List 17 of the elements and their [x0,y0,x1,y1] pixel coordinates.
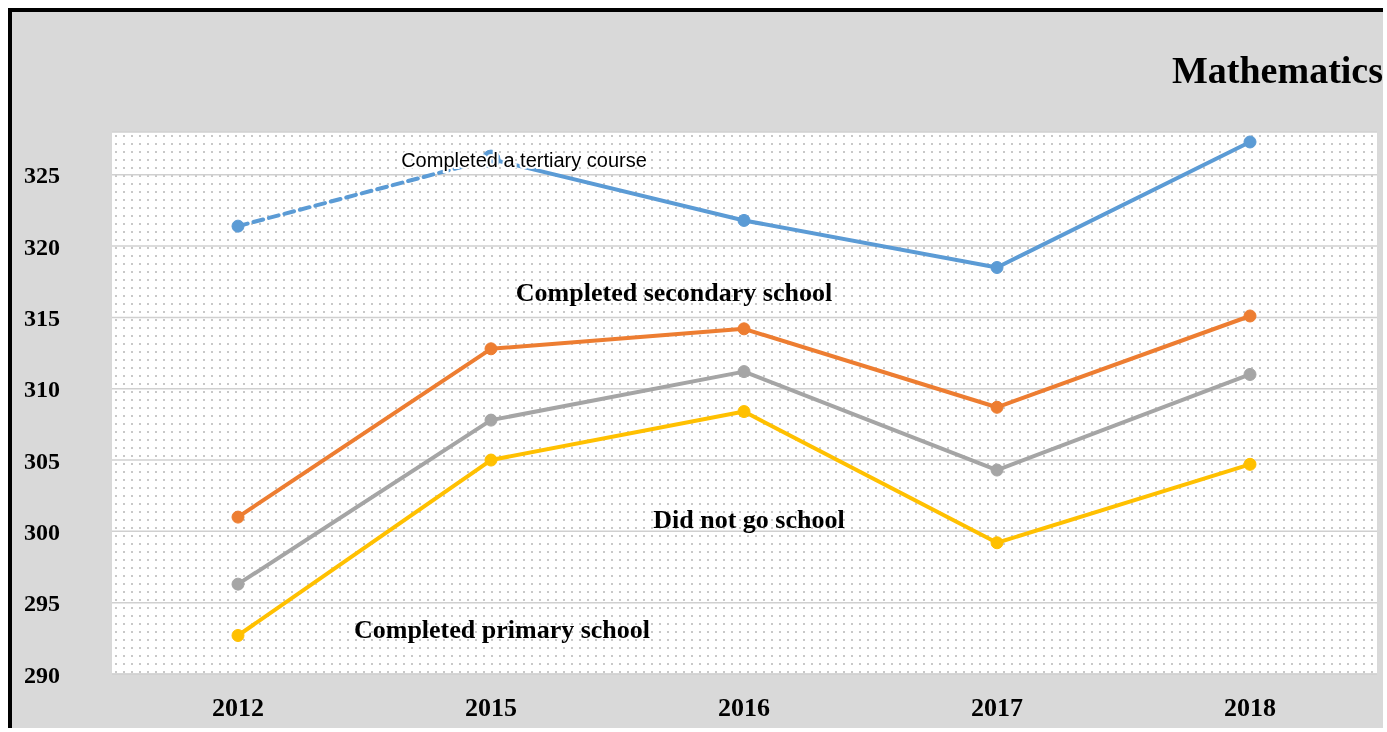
annotation: Did not go school [653,504,845,534]
y-tick-label: 295 [24,590,60,617]
chart-title: Mathematics [1171,48,1383,92]
x-tick-label: 2016 [718,693,770,723]
x-tick-label: 2017 [971,693,1023,723]
annotation: Completed primary school [353,614,651,644]
y-tick-label: 315 [24,304,60,331]
annotation: Completed secondary school [515,277,833,307]
y-tick-label: 320 [24,233,60,260]
y-tick-label: 290 [24,661,60,688]
x-tick-label: 2015 [465,693,517,723]
y-tick-label: 310 [24,376,60,403]
x-tick-label: 2018 [1224,693,1276,723]
y-tick-label: 300 [24,518,60,545]
y-tick-label: 305 [24,447,60,474]
y-tick-label: 325 [24,162,60,189]
x-tick-label: 2012 [212,693,264,723]
